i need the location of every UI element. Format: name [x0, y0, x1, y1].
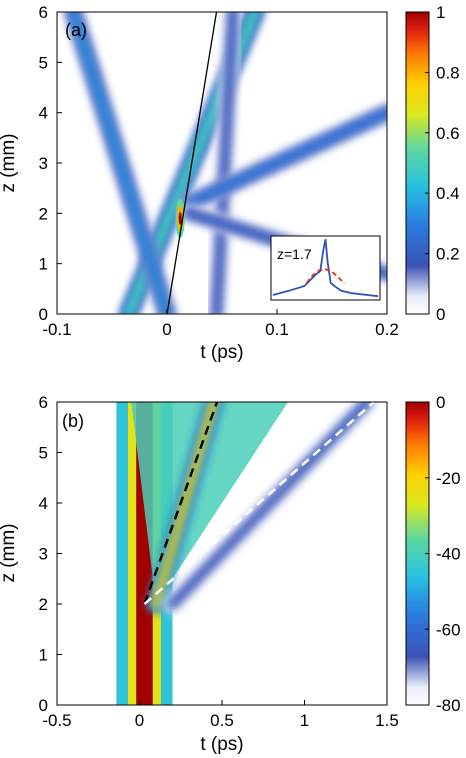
y-tick-label: 1 [39, 646, 48, 665]
heatmap-band [186, 110, 387, 206]
colorbar-tick-label: 1 [436, 3, 445, 22]
y-axis-b: 0 1 2 3 4 5 6 [39, 393, 62, 715]
y-tick-label: 2 [39, 204, 48, 223]
y-tick-label: 2 [39, 595, 48, 614]
heatmap-band [170, 402, 370, 607]
x-tick-label: -0.1 [42, 320, 71, 339]
y-tick-label: 4 [39, 494, 48, 513]
inset-curve [272, 239, 379, 298]
y-tick-label: 0 [39, 696, 48, 715]
inset-curve [305, 268, 346, 285]
x-tick-label: 0.2 [375, 320, 399, 339]
colorbar-a [405, 11, 430, 315]
inset-label: z=1.7 [277, 246, 312, 262]
x-tick-label: 0.5 [210, 711, 234, 730]
heatmap-a [63, 12, 387, 314]
x-axis-label-b: t (ps) [200, 734, 243, 755]
y-tick-label: 4 [39, 104, 48, 123]
x-tick-label: 0 [135, 711, 144, 730]
y-tick-label: 3 [39, 154, 48, 173]
y-axis-a: 0 1 2 3 4 5 6 [39, 3, 62, 324]
y-tick-label: 5 [39, 444, 48, 463]
y-tick-label: 5 [39, 53, 48, 72]
colorbar-tick-label: 0.8 [436, 63, 460, 82]
x-tick-label: 1 [300, 711, 309, 730]
colorbar-b-ticks: -80 -60 -40 -20 0 [425, 393, 461, 715]
heatmap-band [71, 12, 170, 314]
y-tick-label: 0 [39, 305, 48, 324]
colorbar-tick-label: 0.6 [436, 124, 460, 143]
x-tick-label: 0 [162, 320, 171, 339]
colorbar-tick-label: -20 [436, 469, 461, 488]
heatmap-band [214, 12, 236, 314]
colorbar-tick-label: 0.4 [436, 184, 460, 203]
y-tick-label: 1 [39, 255, 48, 274]
colorbar-tick-label: 0 [436, 393, 445, 412]
x-axis-label-a: t (ps) [200, 342, 243, 363]
heatmap-band [153, 402, 217, 607]
panel-label-b: (b) [62, 411, 84, 431]
inset-curves [272, 239, 379, 298]
colorbar-a-ticks: 0 0.2 0.4 0.6 0.8 1 [425, 3, 460, 324]
x-tick-label: 0.1 [265, 320, 289, 339]
y-axis-label-b: z (mm) [0, 523, 19, 582]
dashed-trajectory-line [143, 401, 219, 605]
dashed-lines-b [143, 401, 375, 605]
x-tick-label: 1.5 [375, 711, 399, 730]
inset-a: z=1.7 [270, 235, 381, 301]
group-velocity-line-a [166, 11, 218, 315]
heatmap-b [116, 402, 378, 705]
panel-label-a: (a) [65, 20, 87, 40]
colorbar-tick-label: 0 [436, 305, 445, 324]
heatmap-peak [178, 211, 182, 225]
x-tick-label: -0.5 [42, 711, 71, 730]
y-tick-label: 3 [39, 545, 48, 564]
x-axis-b: -0.5 0 0.5 1 1.5 [42, 700, 399, 730]
colorbar-tick-label: -40 [436, 545, 461, 564]
colorbar-tick-label: -60 [436, 620, 461, 639]
colorbar-tick-label: -80 [436, 696, 461, 715]
x-axis-a: -0.1 0 0.1 0.2 [42, 309, 399, 339]
dashed-trajectory-line [143, 401, 375, 605]
y-tick-label: 6 [39, 393, 48, 412]
colorbar-tick-label: 0.2 [436, 245, 460, 264]
y-tick-label: 6 [39, 3, 48, 22]
y-axis-label-a: z (mm) [0, 133, 19, 192]
